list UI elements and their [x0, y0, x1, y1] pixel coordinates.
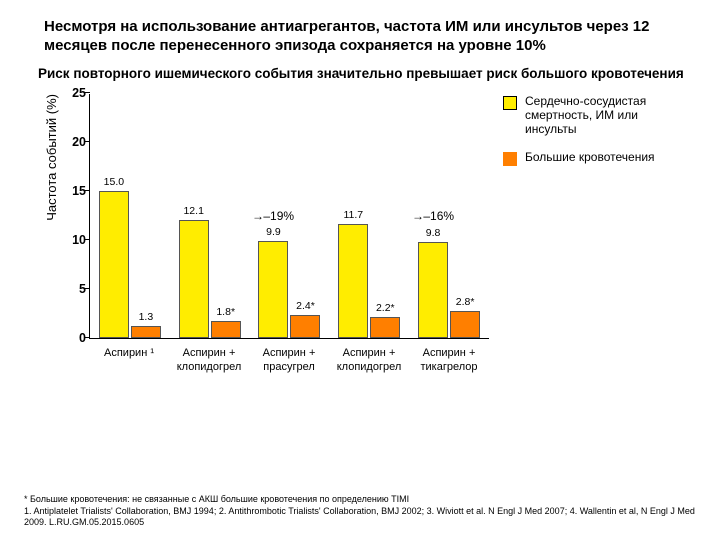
bar-bleed: 2.4*: [290, 315, 320, 339]
footnote-line-1: * Большие кровотечения: не связанные с А…: [24, 494, 696, 505]
x-axis-label: Аспирин + тикагрелор: [409, 339, 489, 373]
x-axis-label: Аспирин + клопидогрел: [329, 339, 409, 373]
slide-title: Несмотря на использование антиагрегантов…: [44, 18, 690, 56]
y-tick-label: 20: [60, 135, 86, 149]
x-axis-label: Аспирин + клопидогрел: [169, 339, 249, 373]
footnote: * Большие кровотечения: не связанные с А…: [24, 494, 696, 528]
bar-value-label: 1.3: [139, 311, 154, 323]
bar-cv: 15.0: [99, 191, 129, 338]
bar-group: 9.92.4*: [250, 241, 330, 338]
bar-value-label: 9.8: [426, 227, 441, 239]
x-axis-label: Аспирин + прасугрел: [249, 339, 329, 373]
bar-group: 12.11.8*: [170, 220, 250, 339]
bar-group: 9.82.8*: [409, 242, 489, 338]
bar-cv: 11.7: [338, 224, 368, 339]
bar-cv: 9.9: [258, 241, 288, 338]
bar-cv: 9.8: [418, 242, 448, 338]
bar-value-label: 15.0: [104, 176, 124, 188]
legend: Сердечно-сосудистая смертность, ИМ или и…: [503, 94, 690, 180]
bar-bleed: 2.2*: [370, 317, 400, 339]
y-tick-label: 5: [60, 282, 86, 296]
legend-item-cv: Сердечно-сосудистая смертность, ИМ или и…: [503, 94, 690, 136]
bar-value-label: 11.7: [343, 209, 363, 221]
bar-value-label: 2.2*: [376, 302, 395, 314]
bar-value-label: 2.8*: [456, 296, 475, 308]
bar-bleed: 1.8*: [211, 321, 241, 339]
bar-group: 15.01.3: [90, 191, 170, 338]
footnote-line-2: 1. Antiplatelet Trialists' Collaboration…: [24, 506, 696, 529]
legend-label-bleed: Большие кровотечения: [525, 150, 655, 164]
bar-chart: 051015202515.01.312.11.8*9.92.4*11.72.2*…: [61, 94, 489, 373]
bar-value-label: 12.1: [183, 205, 203, 217]
legend-item-bleed: Большие кровотечения: [503, 150, 690, 166]
y-tick-label: 25: [60, 86, 86, 100]
bar-value-label: 2.4*: [296, 300, 315, 312]
bar-value-label: 1.8*: [216, 306, 235, 318]
slide-subtitle: Риск повторного ишемического события зна…: [38, 66, 690, 83]
legend-swatch-cv: [503, 96, 517, 110]
y-tick-label: 10: [60, 233, 86, 247]
legend-label-cv: Сердечно-сосудистая смертность, ИМ или и…: [525, 94, 690, 136]
y-tick-label: 0: [60, 331, 86, 345]
bar-group: 11.72.2*: [329, 224, 409, 339]
legend-swatch-bleed: [503, 152, 517, 166]
bar-value-label: 9.9: [266, 226, 281, 238]
bar-cv: 12.1: [179, 220, 209, 339]
y-tick-label: 15: [60, 184, 86, 198]
y-axis-label: Частота событий (%): [44, 94, 59, 251]
bar-bleed: 2.8*: [450, 311, 480, 338]
bar-bleed: 1.3: [131, 326, 161, 339]
reduction-annotation: –16%: [412, 209, 454, 223]
x-axis-label: Аспирин ¹: [89, 339, 169, 373]
reduction-annotation: –19%: [252, 209, 294, 223]
